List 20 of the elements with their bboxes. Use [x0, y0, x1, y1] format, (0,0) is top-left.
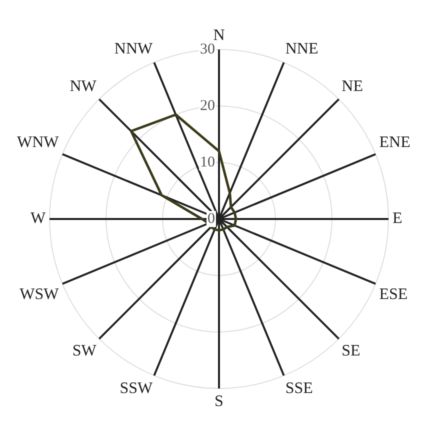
spoke-label: N	[213, 27, 226, 44]
y-tick-label: 20	[200, 98, 215, 114]
spoke-label: NNE	[285, 40, 318, 58]
spoke-label: E	[392, 210, 402, 228]
spoke-label: ESE	[379, 286, 408, 304]
spoke-label: SE	[342, 342, 360, 360]
spoke-label: NE	[342, 78, 363, 95]
spoke-label: NNW	[114, 40, 154, 58]
spoke-label: SSW	[120, 380, 154, 398]
y-tick-label: 0	[208, 210, 215, 227]
spoke-label: NW	[70, 78, 98, 95]
spoke-label: W	[30, 210, 46, 228]
spoke-label: SSE	[285, 380, 313, 398]
spoke-label: S	[214, 393, 224, 410]
spoke-label: WSW	[20, 286, 60, 304]
spoke-label: SW	[72, 342, 98, 360]
y-tick-label: 30	[200, 41, 215, 58]
spoke-label: WNW	[16, 134, 60, 152]
y-tick-label: 10	[200, 154, 215, 170]
spoke-label: ENE	[379, 134, 410, 152]
